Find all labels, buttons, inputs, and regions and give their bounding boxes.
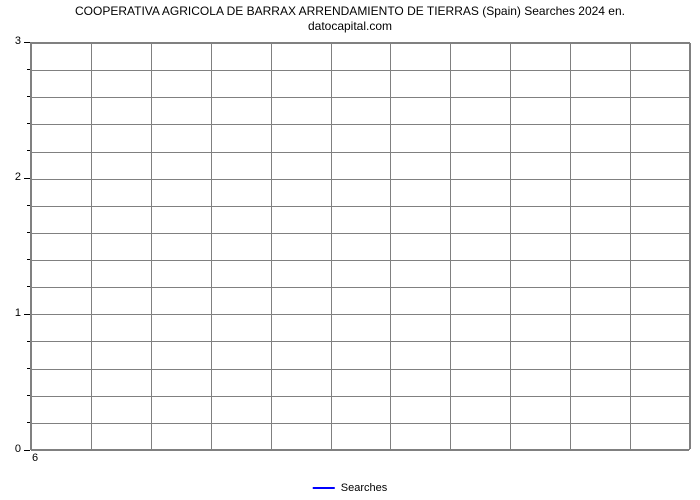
gridline-v — [570, 43, 571, 449]
gridline-h — [31, 260, 689, 261]
gridline-h — [31, 369, 689, 370]
x-tick-label: 6 — [32, 452, 38, 464]
y-tick-minor — [27, 150, 30, 151]
gridline-h — [31, 450, 689, 451]
y-tick-major — [24, 450, 30, 451]
gridline-h — [31, 179, 689, 180]
gridline-h — [31, 314, 689, 315]
y-tick-minor — [27, 259, 30, 260]
gridline-v — [630, 43, 631, 449]
y-tick-minor — [27, 286, 30, 287]
y-tick-major — [24, 314, 30, 315]
gridline-v — [690, 43, 691, 449]
legend-swatch — [313, 487, 335, 489]
gridline-v — [151, 43, 152, 449]
gridline-v — [510, 43, 511, 449]
y-tick-major — [24, 42, 30, 43]
y-tick-minor — [27, 123, 30, 124]
title-line2: datocapital.com — [308, 19, 392, 33]
gridline-h — [31, 233, 689, 234]
y-tick-minor — [27, 341, 30, 342]
y-tick-minor — [27, 205, 30, 206]
gridline-h — [31, 97, 689, 98]
y-tick-label: 1 — [15, 307, 21, 319]
gridline-v — [211, 43, 212, 449]
y-tick-minor — [27, 69, 30, 70]
gridline-h — [31, 423, 689, 424]
gridline-v — [390, 43, 391, 449]
chart-title: COOPERATIVA AGRICOLA DE BARRAX ARRENDAMI… — [0, 4, 700, 34]
gridline-h — [31, 43, 689, 44]
legend-label: Searches — [341, 482, 387, 494]
gridline-h — [31, 341, 689, 342]
gridline-v — [31, 43, 32, 449]
gridline-v — [450, 43, 451, 449]
gridline-h — [31, 152, 689, 153]
y-tick-minor — [27, 96, 30, 97]
gridline-v — [331, 43, 332, 449]
plot-area — [30, 42, 690, 450]
gridline-v — [271, 43, 272, 449]
y-tick-label: 0 — [15, 443, 21, 455]
gridline-h — [31, 124, 689, 125]
y-tick-minor — [27, 368, 30, 369]
gridline-h — [31, 70, 689, 71]
y-tick-label: 3 — [15, 35, 21, 47]
title-line1: COOPERATIVA AGRICOLA DE BARRAX ARRENDAMI… — [75, 4, 625, 18]
y-tick-major — [24, 178, 30, 179]
gridline-h — [31, 287, 689, 288]
gridline-h — [31, 206, 689, 207]
chart-container: COOPERATIVA AGRICOLA DE BARRAX ARRENDAMI… — [0, 0, 700, 500]
y-tick-label: 2 — [15, 171, 21, 183]
y-tick-minor — [27, 395, 30, 396]
legend: Searches — [313, 482, 387, 494]
gridline-h — [31, 396, 689, 397]
y-tick-minor — [27, 232, 30, 233]
gridline-v — [91, 43, 92, 449]
y-tick-minor — [27, 422, 30, 423]
